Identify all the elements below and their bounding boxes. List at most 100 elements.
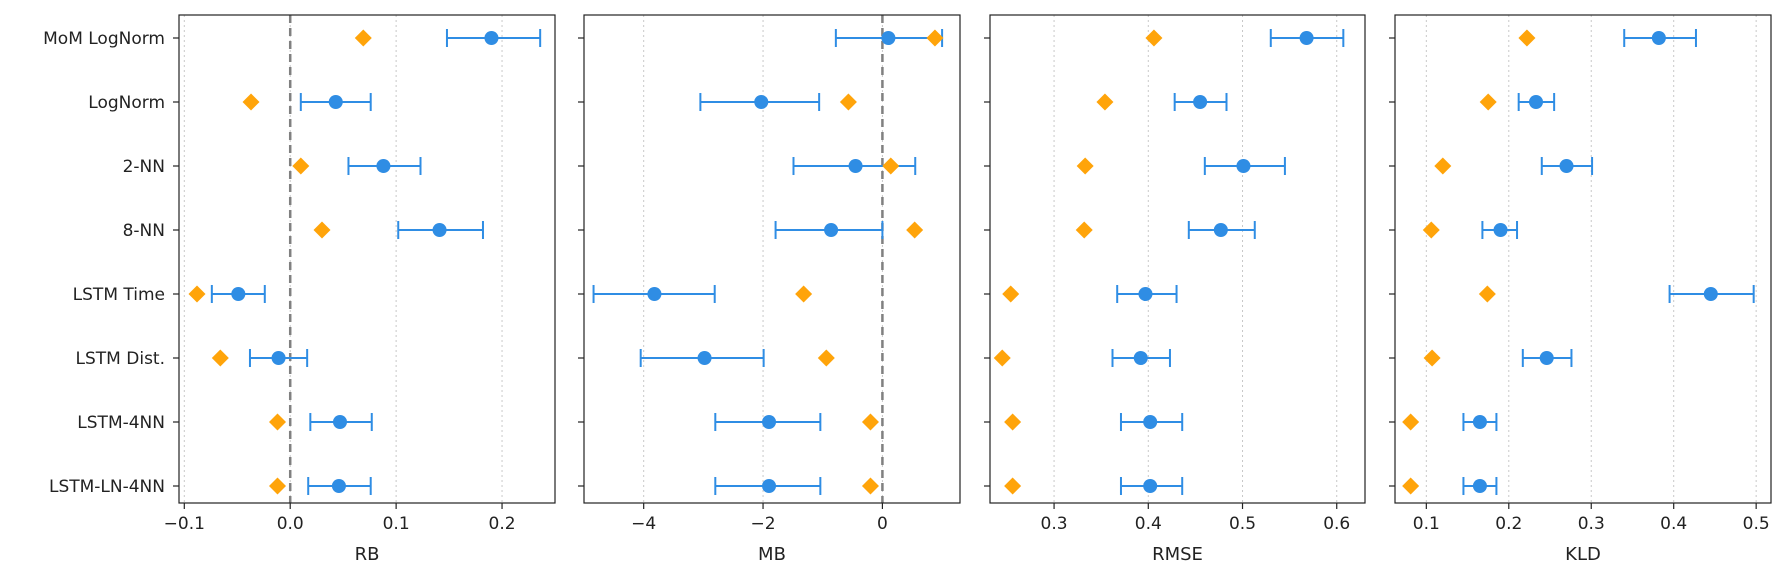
x-tick-label: 0.3 (1041, 514, 1068, 534)
baseline-diamond (1518, 29, 1536, 47)
panel-mb: −4 −2 0 MB (578, 14, 961, 565)
panel-kld: 0.1 0.2 0.3 0.4 0.5 KLD (1389, 14, 1772, 565)
y-tick-label: MoM LogNorm (43, 29, 165, 49)
baseline-diamond (292, 157, 310, 175)
baseline-diamond (1145, 29, 1163, 47)
baseline-diamond (817, 349, 835, 367)
estimate-point (432, 223, 447, 237)
baseline-diamond (861, 413, 879, 431)
estimate-point (331, 479, 346, 493)
estimate-point (328, 95, 343, 109)
baseline-diamond (1002, 285, 1020, 303)
baseline-diamond (211, 349, 229, 367)
estimate-point (1559, 159, 1574, 173)
estimate-point (824, 223, 839, 237)
x-axis-label: KLD (1565, 544, 1601, 565)
baseline-diamond (861, 477, 879, 495)
baseline-diamond (269, 477, 287, 495)
axes-frame (1394, 14, 1772, 504)
axes-frame (583, 14, 961, 504)
estimate-point (762, 415, 777, 429)
baseline-diamond (1434, 157, 1452, 175)
estimate-point (1143, 415, 1158, 429)
estimate-point (647, 287, 662, 301)
estimate-point (484, 31, 499, 45)
estimate-point (881, 31, 896, 45)
x-tick-label: 0.5 (1743, 514, 1770, 534)
x-tick-label: 0 (877, 514, 888, 534)
baseline-diamond (1423, 349, 1441, 367)
x-axis-label: MB (758, 544, 786, 565)
baseline-diamond (1075, 221, 1093, 239)
baseline-diamond (1402, 413, 1420, 431)
estimate-point (1133, 351, 1148, 365)
baseline-diamond (906, 221, 924, 239)
estimate-point (1651, 31, 1666, 45)
panel-rmse: 0.3 0.4 0.5 0.6 RMSE (984, 14, 1366, 565)
estimate-point (1539, 351, 1554, 365)
x-tick-label: 0.1 (383, 514, 410, 534)
estimate-point (1703, 287, 1718, 301)
estimate-point (271, 351, 286, 365)
estimate-point (1213, 223, 1228, 237)
x-tick-label: 0.1 (1413, 514, 1440, 534)
estimate-point (332, 415, 347, 429)
baseline-diamond (839, 93, 857, 111)
y-tick-label: 2-NN (123, 157, 165, 177)
estimate-point (1138, 287, 1153, 301)
estimate-point (376, 159, 391, 173)
x-tick-label: −2 (751, 514, 776, 534)
baseline-diamond (1478, 285, 1496, 303)
x-tick-label: 0.2 (489, 514, 516, 534)
y-tick-label: LogNorm (88, 93, 165, 113)
estimate-point (231, 287, 246, 301)
baseline-diamond (795, 285, 813, 303)
x-tick-label: 0.3 (1578, 514, 1605, 534)
baseline-diamond (1076, 157, 1094, 175)
baseline-diamond (242, 93, 260, 111)
x-tick-label: 0.4 (1660, 514, 1687, 534)
x-tick-label: −0.1 (164, 514, 205, 534)
panels: −0.1 0.0 0.1 0.2 RB MoM LogNorm LogNorm 2-NN 8-N… (43, 14, 1772, 565)
x-tick-label: 0.5 (1229, 514, 1256, 534)
y-tick-label: LSTM-LN-4NN (49, 477, 165, 497)
baseline-diamond (188, 285, 206, 303)
estimate-point (1143, 479, 1158, 493)
estimate-point (697, 351, 712, 365)
baseline-diamond (926, 29, 944, 47)
x-axis-label: RB (355, 544, 380, 565)
y-tick-label: LSTM Time (73, 285, 165, 305)
axes-frame (178, 14, 556, 504)
baseline-diamond (1422, 221, 1440, 239)
axes-frame (989, 14, 1366, 504)
x-tick-label: 0.4 (1135, 514, 1162, 534)
x-tick-label: 0.2 (1495, 514, 1522, 534)
estimate-point (1299, 31, 1314, 45)
baseline-diamond (1402, 477, 1420, 495)
baseline-diamond (993, 349, 1011, 367)
y-tick-label: 8-NN (123, 221, 165, 241)
panel-rb: −0.1 0.0 0.1 0.2 RB MoM LogNorm LogNorm 2-NN 8-N… (43, 14, 556, 565)
estimate-point (1472, 415, 1487, 429)
x-tick-label: 0.6 (1323, 514, 1350, 534)
baseline-diamond (1096, 93, 1114, 111)
x-tick-label: −4 (631, 514, 656, 534)
baseline-diamond (1004, 477, 1022, 495)
baseline-diamond (313, 221, 331, 239)
estimate-point (762, 479, 777, 493)
baseline-diamond (1479, 93, 1497, 111)
baseline-diamond (354, 29, 372, 47)
estimate-point (1236, 159, 1251, 173)
baseline-diamond (1004, 413, 1022, 431)
baseline-diamond (269, 413, 287, 431)
estimate-point (1193, 95, 1208, 109)
y-tick-label: LSTM Dist. (76, 349, 165, 369)
y-tick-label: LSTM-4NN (77, 413, 165, 433)
x-tick-label: 0.0 (277, 514, 304, 534)
x-axis-label: RMSE (1152, 544, 1203, 565)
estimate-point (1529, 95, 1543, 109)
estimate-point (1472, 479, 1487, 493)
estimate-point (1493, 223, 1508, 237)
baseline-diamond (882, 157, 900, 175)
